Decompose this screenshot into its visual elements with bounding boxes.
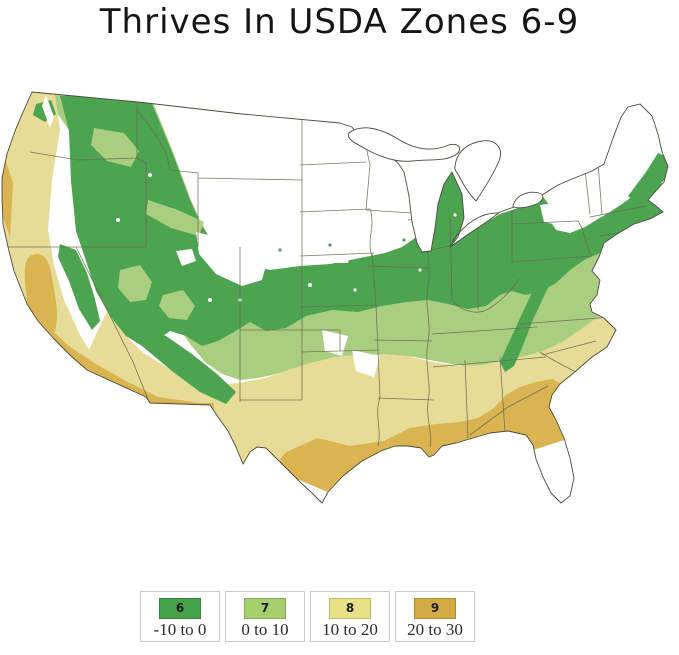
great-lakes [347, 127, 544, 243]
legend-item-zone9: 9 20 to 30 [395, 591, 475, 642]
us-outline [1, 91, 669, 504]
lake-huron [454, 140, 501, 202]
zone6-swatch: 6 [159, 598, 201, 619]
legend: 6 -10 to 0 7 0 to 10 8 10 to 20 9 20 to … [140, 591, 475, 642]
zone9-swatch: 9 [414, 598, 456, 619]
zone8-range: 10 to 20 [322, 620, 378, 639]
zone7-swatch: 7 [244, 598, 286, 619]
page-title: Thrives In USDA Zones 6-9 [99, 2, 580, 42]
lake-erie-north-shore [451, 212, 500, 243]
legend-item-zone8: 8 10 to 20 [310, 591, 390, 642]
zone9-range: 20 to 30 [407, 620, 463, 639]
zone8-swatch: 8 [329, 598, 371, 619]
zone7-valleys [91, 128, 204, 320]
lake-superior [347, 127, 461, 162]
zone7-range: 0 to 10 [241, 620, 289, 639]
legend-item-zone6: 6 -10 to 0 [140, 591, 220, 642]
zone6-range: -10 to 0 [153, 620, 207, 639]
legend-item-zone7: 7 0 to 10 [225, 591, 305, 642]
lake-ontario [512, 191, 544, 209]
